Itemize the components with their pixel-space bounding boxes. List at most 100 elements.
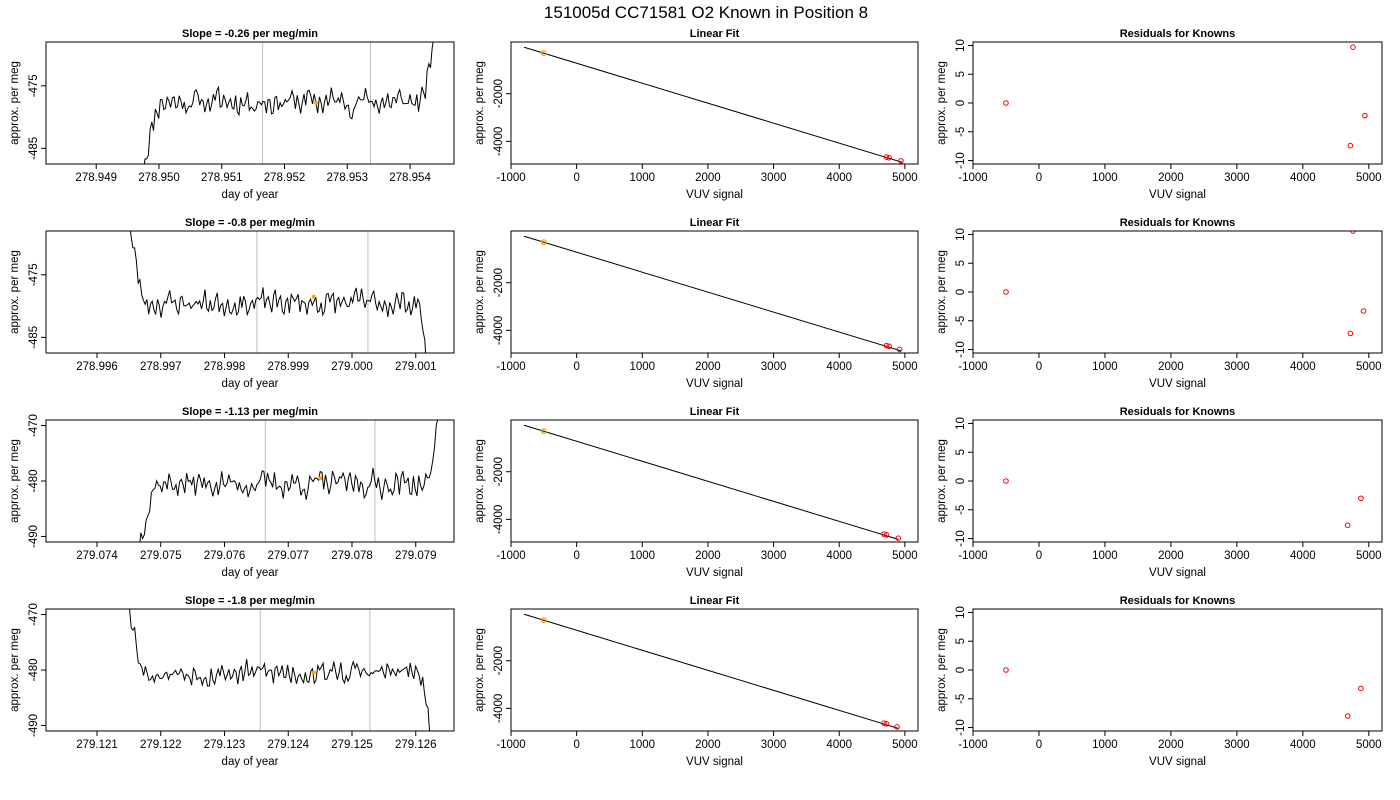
chart-panel: -1000 0 1000 2000 3000 4000 5000 10 5 0 -5 -10 Resid… — [936, 406, 1383, 579]
plot-area — [139, 420, 439, 542]
plot-frame — [510, 41, 919, 165]
red-point-marker — [1344, 522, 1351, 529]
chart-panel: -1000 0 1000 2000 3000 4000 5000 -2000 -4000 Line… — [474, 406, 919, 579]
x-tick-label: 3000 — [1224, 550, 1250, 562]
y-tick-label: -5 — [955, 694, 967, 704]
x-tick-label: 0 — [1036, 172, 1042, 184]
y-tick-label: -2000 — [493, 79, 505, 108]
red-point-marker — [1003, 289, 1009, 295]
x-tick-label: 278.954 — [389, 172, 431, 184]
red-point-marker — [1347, 142, 1354, 149]
panel-title: Slope = -0.26 per meg/min — [182, 28, 318, 40]
plot-frame — [972, 419, 1383, 543]
x-tick-label: 279.121 — [76, 739, 118, 751]
data-trace-line — [143, 42, 434, 164]
y-tick-label: 10 — [955, 417, 967, 430]
red-point-marker — [1350, 231, 1356, 234]
red-point-marker — [1003, 478, 1009, 484]
x-tick-label: -1000 — [958, 361, 987, 373]
x-tick-label: 279.078 — [331, 550, 373, 562]
x-tick-label: 279.123 — [204, 739, 246, 751]
red-point-marker — [898, 158, 904, 164]
x-tick-label: 2000 — [1158, 172, 1184, 184]
y-axis-label: approx. per meg — [9, 628, 21, 712]
chart-panel: 278.949 278.950 278.951 278.952 278.953 278.9… — [9, 28, 455, 201]
x-tick-label: 5000 — [1356, 550, 1382, 562]
y-tick-label: 5 — [955, 638, 967, 644]
plot-frame — [972, 230, 1383, 354]
x-axis-label: day of year — [222, 756, 279, 768]
red-point-marker — [883, 154, 890, 160]
red-point-marker — [1003, 667, 1009, 673]
plot-area — [129, 609, 431, 731]
panel-title: Residuals for Knowns — [1120, 595, 1236, 607]
red-point-marker — [1344, 713, 1351, 719]
x-tick-label: 2000 — [1158, 361, 1184, 373]
x-tick-label: 0 — [1036, 361, 1042, 373]
plot-area — [1003, 44, 1368, 149]
plot-frame — [45, 230, 455, 354]
x-tick-label: 0 — [1036, 739, 1042, 751]
chart-panel: -1000 0 1000 2000 3000 4000 5000 -2000 -4000 Line… — [474, 217, 919, 390]
chart-panel: 279.074 279.075 279.076 279.077 279.078 279.0… — [9, 406, 455, 579]
red-point-marker — [883, 342, 890, 349]
y-tick-label: -485 — [28, 137, 40, 160]
y-tick-label: -10 — [955, 719, 967, 736]
y-tick-label: -480 — [28, 658, 40, 681]
x-tick-label: 0 — [1036, 550, 1042, 562]
orange-point-marker — [540, 617, 547, 624]
x-tick-label: 2000 — [695, 550, 721, 562]
x-axis-label: VUV signal — [1149, 567, 1206, 579]
orange-point-marker — [313, 100, 319, 105]
y-tick-label: -2000 — [493, 268, 505, 297]
y-tick-label: -5 — [955, 505, 967, 515]
x-tick-label: 278.949 — [75, 172, 117, 184]
x-tick-label: 4000 — [826, 172, 852, 184]
x-tick-label: 5000 — [892, 361, 918, 373]
y-tick-label: -2000 — [493, 646, 505, 675]
x-tick-label: 3000 — [761, 550, 787, 562]
x-axis-label: VUV signal — [1149, 756, 1206, 768]
y-axis-label: approx. per meg — [9, 439, 21, 523]
x-tick-label: 5000 — [892, 550, 918, 562]
x-tick-label: 2000 — [1158, 550, 1184, 562]
chart-panel: -1000 0 1000 2000 3000 4000 5000 10 5 0 -5 -10 Resid… — [936, 595, 1383, 768]
orange-point-marker — [311, 294, 316, 299]
panel-title: Residuals for Knowns — [1120, 28, 1236, 40]
x-tick-label: -1000 — [496, 739, 525, 751]
red-point-marker — [883, 532, 890, 538]
x-tick-label: -1000 — [496, 361, 525, 373]
panel-title: Residuals for Knowns — [1120, 217, 1236, 229]
x-tick-label: 3000 — [761, 361, 787, 373]
y-tick-label: -5 — [955, 316, 967, 326]
x-tick-label: 5000 — [892, 172, 918, 184]
x-tick-label: 278.951 — [201, 172, 243, 184]
chart-panel: 279.121 279.122 279.123 279.124 279.125 279.1… — [9, 595, 455, 768]
fit-line — [523, 424, 899, 540]
x-tick-label: 279.077 — [267, 550, 309, 562]
plot-area — [1003, 478, 1364, 529]
y-axis-label: approx. per meg — [936, 250, 948, 334]
x-tick-label: 279.001 — [395, 361, 437, 373]
panel-grid: 278.949 278.950 278.951 278.952 278.953 278.9… — [9, 28, 1383, 768]
panel-title: Linear Fit — [690, 217, 740, 229]
orange-point-marker — [540, 50, 547, 57]
x-tick-label: 278.950 — [138, 172, 180, 184]
x-tick-label: 3000 — [761, 739, 787, 751]
y-tick-label: 0 — [955, 100, 967, 106]
fit-line — [523, 46, 903, 163]
x-tick-label: 1000 — [1092, 361, 1118, 373]
y-tick-label: 0 — [955, 289, 967, 295]
x-tick-label: 0 — [573, 172, 579, 184]
red-point-marker — [1362, 112, 1368, 119]
red-point-marker — [883, 721, 890, 727]
plot-area — [143, 42, 434, 164]
x-tick-label: 4000 — [826, 361, 852, 373]
y-axis-label: approx. per meg — [9, 250, 21, 334]
x-tick-label: 5000 — [892, 739, 918, 751]
red-point-marker — [1347, 330, 1354, 337]
panel-title: Linear Fit — [690, 595, 740, 607]
figure-title: 151005d CC71581 O2 Known in Position 8 — [544, 3, 868, 22]
x-tick-label: 3000 — [1224, 361, 1250, 373]
orange-point-marker — [311, 670, 316, 675]
